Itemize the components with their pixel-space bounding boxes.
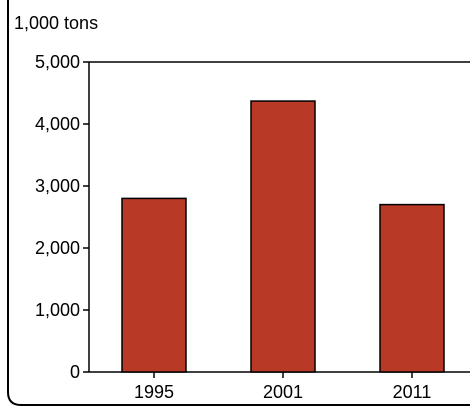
bar-2011 (379, 203, 445, 373)
y-tick-label: 4,000 (35, 114, 80, 134)
bar-1995 (121, 197, 187, 373)
bars (121, 100, 445, 373)
y-tick-label: 1,000 (35, 300, 80, 320)
y-tick-label: 0 (70, 362, 80, 382)
x-tick-labels: 1995 2001 2011 (134, 372, 431, 402)
x-tick-label-2011: 2011 (393, 382, 432, 402)
y-tick-label: 2,000 (35, 238, 80, 258)
panel-border (7, 0, 470, 406)
y-tick-label: 3,000 (35, 176, 80, 196)
y-ticks: 0 1,000 2,000 3,000 4,000 5,000 (35, 52, 89, 382)
bar-2001 (250, 100, 316, 373)
x-tick-label-2001: 2001 (263, 382, 303, 402)
unit-label: 1,000 tons (14, 13, 98, 33)
x-tick-label-1995: 1995 (134, 382, 174, 402)
y-tick-label: 5,000 (35, 52, 80, 72)
